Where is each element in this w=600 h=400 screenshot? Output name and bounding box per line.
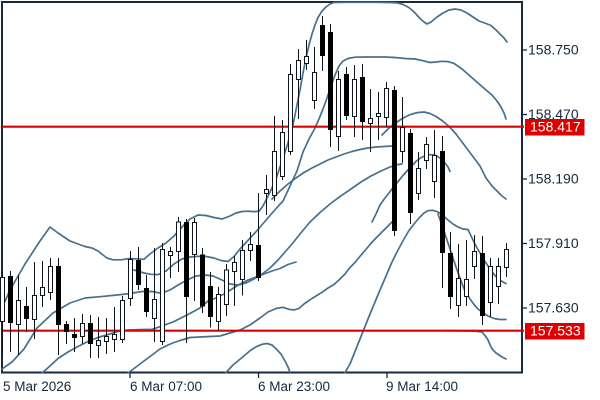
- svg-text:158.190: 158.190: [528, 171, 579, 187]
- svg-text:6 Mar 07:00: 6 Mar 07:00: [130, 379, 202, 394]
- svg-text:157.910: 157.910: [528, 235, 579, 251]
- svg-text:157.533: 157.533: [530, 323, 581, 339]
- svg-text:6 Mar 23:00: 6 Mar 23:00: [258, 379, 330, 394]
- svg-text:9 Mar 14:00: 9 Mar 14:00: [386, 379, 458, 394]
- svg-text:5 Mar 2026: 5 Mar 2026: [3, 379, 71, 394]
- svg-text:158.417: 158.417: [530, 119, 581, 135]
- svg-text:158.750: 158.750: [528, 42, 579, 58]
- svg-text:158.470: 158.470: [528, 106, 579, 122]
- svg-text:157.630: 157.630: [528, 300, 579, 316]
